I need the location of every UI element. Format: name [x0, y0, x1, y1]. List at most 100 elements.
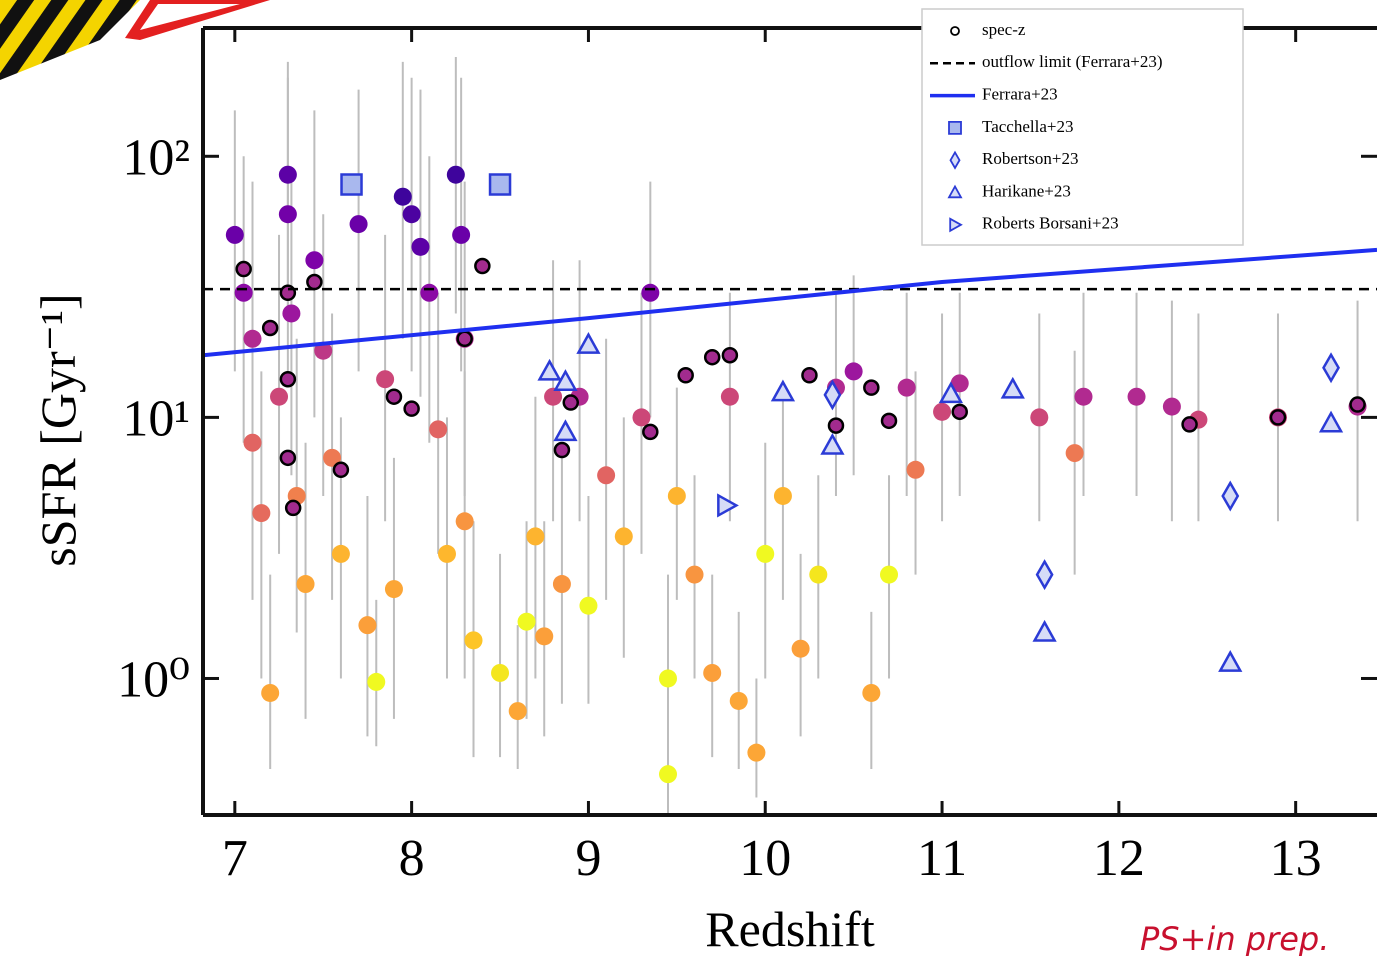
point: [1162, 397, 1181, 416]
point: [703, 348, 721, 366]
point: [1221, 480, 1240, 512]
point: [906, 460, 925, 479]
legend-label: Robertson+23: [982, 149, 1078, 168]
point: [659, 765, 678, 784]
point: [314, 341, 333, 360]
point: [667, 486, 686, 505]
point: [1000, 376, 1025, 399]
point: [535, 627, 554, 646]
point: [1322, 352, 1340, 384]
point: [579, 596, 598, 615]
point: [225, 225, 244, 244]
point: [306, 273, 323, 291]
legend-label: Ferrara+23: [982, 85, 1058, 104]
point: [252, 504, 271, 523]
point: [278, 205, 297, 224]
point: [340, 173, 363, 196]
legend-entry: spec-z: [950, 20, 1026, 39]
point: [1181, 416, 1198, 433]
point: [358, 616, 377, 635]
legend-symbol: [950, 26, 960, 36]
point: [823, 379, 842, 411]
point: [1349, 396, 1366, 413]
point: [863, 379, 880, 396]
point: [385, 388, 403, 405]
point: [1065, 444, 1084, 463]
point: [632, 408, 651, 427]
legend-label: Tacchella+23: [982, 117, 1073, 136]
point: [880, 565, 899, 584]
point: [474, 257, 491, 275]
annotation: PS+in prep.: [1140, 920, 1329, 956]
point: [950, 374, 969, 393]
x-axis-label: Redshift: [705, 901, 875, 956]
point: [284, 499, 302, 517]
point: [1269, 409, 1287, 426]
model-line: [203, 247, 1377, 358]
point: [1032, 619, 1057, 642]
legend-label: outflow limit (Ferrara+23): [982, 52, 1162, 71]
point: [420, 283, 439, 302]
point: [844, 362, 863, 381]
point: [456, 330, 473, 348]
legend-entry: Ferrara+23: [930, 85, 1058, 104]
y-axis-label: sSFR [Gyr⁻¹]: [30, 293, 86, 566]
point: [614, 527, 633, 546]
point: [452, 225, 471, 244]
point: [721, 346, 739, 364]
legend-entry: Robertson+23: [949, 149, 1078, 170]
point: [393, 187, 412, 206]
point: [235, 260, 252, 278]
point: [305, 251, 324, 270]
point: [403, 400, 420, 417]
point: [279, 370, 297, 388]
point: [862, 683, 881, 702]
point: [562, 394, 580, 411]
legend-label: Harikane+23: [982, 181, 1071, 200]
point: [491, 663, 510, 682]
legend-entry: Tacchella+23: [948, 117, 1073, 136]
point: [411, 237, 430, 256]
point: [553, 441, 571, 459]
point: [446, 165, 465, 184]
point: [332, 461, 350, 479]
point: [659, 669, 678, 688]
legend-entry: Roberts Borsani+23: [949, 214, 1119, 233]
point: [437, 544, 456, 563]
point: [464, 631, 483, 650]
legend: spec-z outflow limit (Ferrara+23) Ferrara+…: [921, 8, 1244, 246]
point: [641, 283, 660, 302]
point: [880, 412, 898, 430]
point: [331, 544, 350, 563]
legend-entry: Harikane+23: [947, 181, 1071, 200]
point: [770, 379, 796, 402]
x-tick-label: 10: [739, 830, 791, 887]
point: [951, 403, 968, 421]
x-tick-label: 13: [1270, 830, 1322, 887]
point: [729, 691, 748, 710]
point: [791, 639, 810, 658]
point: [544, 387, 563, 406]
point: [455, 512, 474, 531]
point: [933, 402, 952, 421]
point: [677, 367, 694, 384]
point: [1318, 410, 1344, 433]
point: [508, 702, 527, 721]
point: [720, 387, 739, 406]
plot-area: [203, 57, 1377, 815]
point: [685, 565, 704, 584]
point: [488, 173, 512, 196]
point: [1035, 559, 1054, 591]
point: [756, 544, 775, 563]
x-tick-label: 11: [917, 830, 967, 887]
point: [367, 672, 386, 691]
point: [820, 432, 845, 455]
point: [243, 329, 262, 348]
y-tick-label: 10⁰: [117, 651, 190, 708]
point: [349, 215, 368, 234]
point: [1074, 387, 1093, 406]
point: [809, 565, 828, 584]
point: [537, 358, 562, 381]
